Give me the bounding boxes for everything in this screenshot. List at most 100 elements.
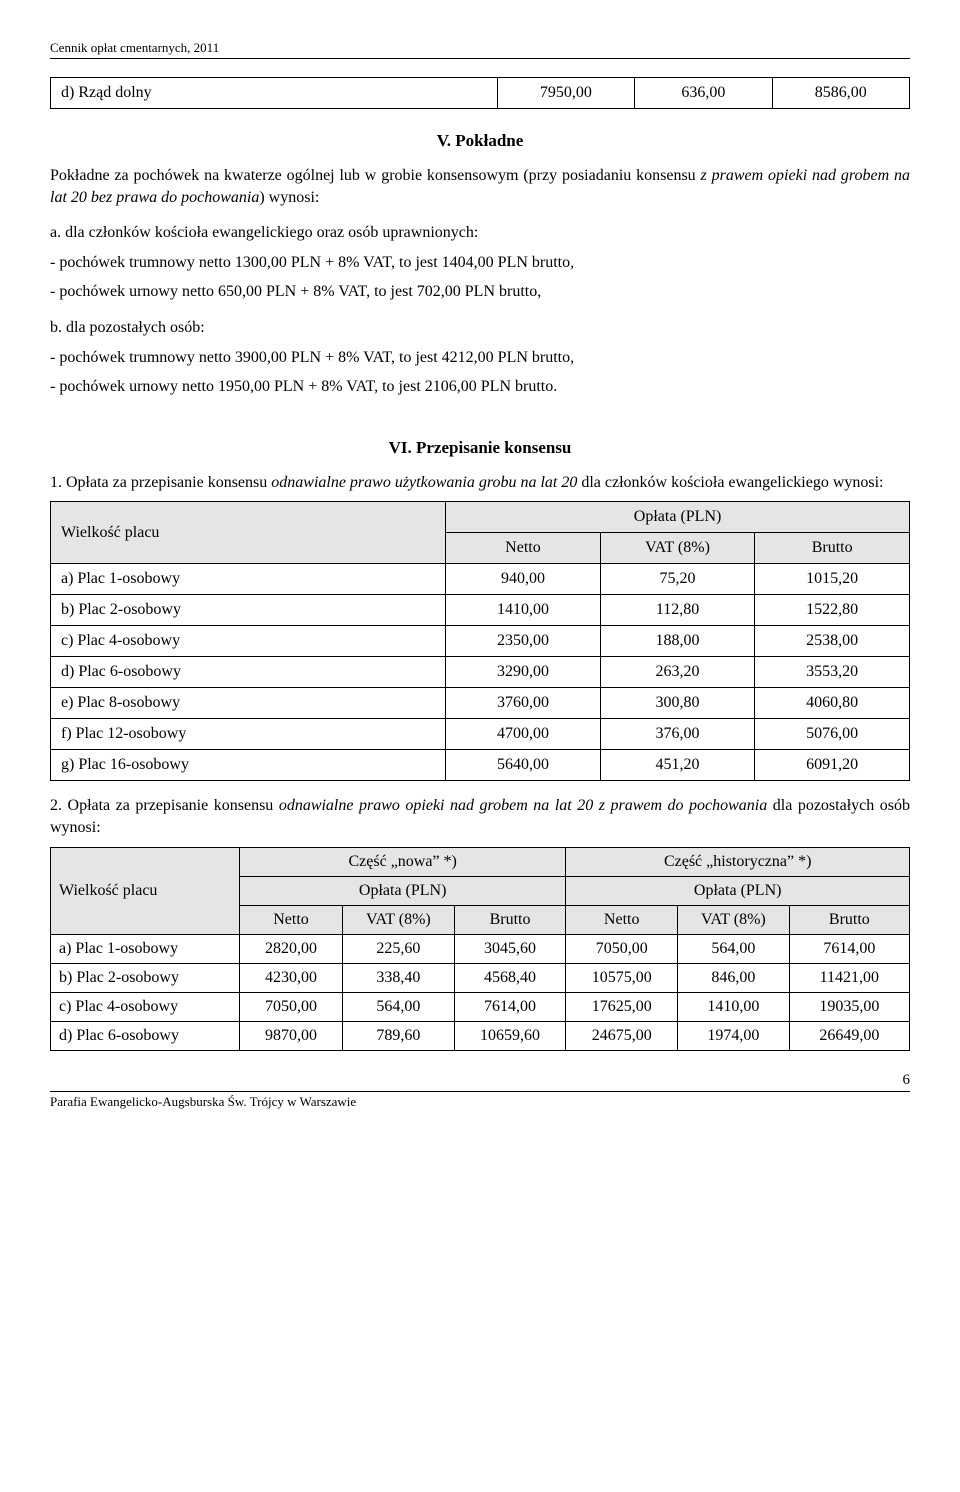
cell-value: 564,00 xyxy=(343,992,455,1021)
item-a-label: a. dla członków kościoła ewangelickiego … xyxy=(50,222,910,244)
table-row: a) Plac 1-osobowy2820,00225,603045,60705… xyxy=(51,934,910,963)
section-6-title: VI. Przepisanie konsensu xyxy=(50,438,910,458)
top-row-table: d) Rząd dolny 7950,00 636,00 8586,00 xyxy=(50,77,910,109)
table-row: d) Plac 6-osobowy9870,00789,6010659,6024… xyxy=(51,1021,910,1050)
section-5-title: V. Pokładne xyxy=(50,131,910,151)
text-italic: odnawialne prawo opieki nad grobem na la… xyxy=(279,797,767,814)
cell-value: 636,00 xyxy=(635,78,772,109)
cell-label: d) Rząd dolny xyxy=(51,78,498,109)
cell-value: 789,60 xyxy=(343,1021,455,1050)
cell-value: 1410,00 xyxy=(446,595,601,626)
cell-value: 7614,00 xyxy=(789,934,909,963)
cell-value: 4700,00 xyxy=(446,719,601,750)
col-header: Netto xyxy=(239,905,342,934)
col-header: Część „historyczna” *) xyxy=(566,847,910,876)
cell-value: 7950,00 xyxy=(497,78,634,109)
table-row: g) Plac 16-osobowy5640,00451,206091,20 xyxy=(51,750,910,781)
cell-value: 300,80 xyxy=(600,688,755,719)
col-header: Część „nowa” *) xyxy=(239,847,565,876)
col-header: Netto xyxy=(566,905,678,934)
cell-value: 112,80 xyxy=(600,595,755,626)
col-header: Netto xyxy=(446,533,601,564)
cell-value: 9870,00 xyxy=(239,1021,342,1050)
col-header: VAT (8%) xyxy=(678,905,790,934)
cell-label: g) Plac 16-osobowy xyxy=(51,750,446,781)
cell-value: 75,20 xyxy=(600,564,755,595)
col-header: Brutto xyxy=(454,905,566,934)
cell-value: 2820,00 xyxy=(239,934,342,963)
cell-value: 3553,20 xyxy=(755,657,910,688)
table-2: Wielkość placu Część „nowa” *) Część „hi… xyxy=(50,847,910,1051)
page-header: Cennik opłat cmentarnych, 2011 xyxy=(50,40,910,59)
col-header: Opłata (PLN) xyxy=(446,502,910,533)
section-5-intro: Pokładne za pochówek na kwaterze ogólnej… xyxy=(50,165,910,208)
cell-value: 2350,00 xyxy=(446,626,601,657)
col-header: Opłata (PLN) xyxy=(566,876,910,905)
cell-label: f) Plac 12-osobowy xyxy=(51,719,446,750)
cell-value: 4060,80 xyxy=(755,688,910,719)
cell-value: 564,00 xyxy=(678,934,790,963)
col-header: Opłata (PLN) xyxy=(239,876,565,905)
cell-label: a) Plac 1-osobowy xyxy=(51,564,446,595)
cell-value: 451,20 xyxy=(600,750,755,781)
cell-value: 11421,00 xyxy=(789,963,909,992)
col-header: Brutto xyxy=(789,905,909,934)
cell-label: b) Plac 2-osobowy xyxy=(51,595,446,626)
item-a-line1: - pochówek trumnowy netto 1300,00 PLN + … xyxy=(50,252,910,274)
text: Pokładne za pochówek na kwaterze ogólnej… xyxy=(50,167,701,184)
col-header: Brutto xyxy=(755,533,910,564)
col-header: Wielkość placu xyxy=(51,502,446,564)
cell-label: d) Plac 6-osobowy xyxy=(51,1021,240,1050)
table-row: d) Plac 6-osobowy3290,00263,203553,20 xyxy=(51,657,910,688)
item-b-line1: - pochówek trumnowy netto 3900,00 PLN + … xyxy=(50,347,910,369)
cell-value: 10659,60 xyxy=(454,1021,566,1050)
cell-value: 3290,00 xyxy=(446,657,601,688)
cell-value: 1522,80 xyxy=(755,595,910,626)
cell-value: 3045,60 xyxy=(454,934,566,963)
text-italic: odnawialne prawo użytkowania grobu na la… xyxy=(271,474,577,491)
cell-label: d) Plac 6-osobowy xyxy=(51,657,446,688)
table-row: c) Plac 4-osobowy7050,00564,007614,00176… xyxy=(51,992,910,1021)
cell-value: 7614,00 xyxy=(454,992,566,1021)
page-number: 6 xyxy=(903,1072,911,1089)
page-footer: 6 Parafia Ewangelicko-Augsburska Św. Tró… xyxy=(50,1091,910,1110)
section-6-p2: 2. Opłata za przepisanie konsensu odnawi… xyxy=(50,795,910,838)
table-row: b) Plac 2-osobowy1410,00112,801522,80 xyxy=(51,595,910,626)
table-row: b) Plac 2-osobowy4230,00338,404568,40105… xyxy=(51,963,910,992)
table-1: Wielkość placu Opłata (PLN) Netto VAT (8… xyxy=(50,501,910,781)
cell-label: b) Plac 2-osobowy xyxy=(51,963,240,992)
item-a-line2: - pochówek urnowy netto 650,00 PLN + 8% … xyxy=(50,281,910,303)
cell-value: 188,00 xyxy=(600,626,755,657)
table-header-row: Wielkość placu Część „nowa” *) Część „hi… xyxy=(51,847,910,876)
table-row: c) Plac 4-osobowy2350,00188,002538,00 xyxy=(51,626,910,657)
cell-value: 17625,00 xyxy=(566,992,678,1021)
cell-value: 8586,00 xyxy=(772,78,909,109)
cell-value: 2538,00 xyxy=(755,626,910,657)
item-b-line2: - pochówek urnowy netto 1950,00 PLN + 8%… xyxy=(50,376,910,398)
cell-label: e) Plac 8-osobowy xyxy=(51,688,446,719)
footer-text: Parafia Ewangelicko-Augsburska Św. Trójc… xyxy=(50,1094,356,1109)
cell-value: 4230,00 xyxy=(239,963,342,992)
table-row: d) Rząd dolny 7950,00 636,00 8586,00 xyxy=(51,78,910,109)
col-header: Wielkość placu xyxy=(51,847,240,934)
text: 1. Opłata za przepisanie konsensu xyxy=(50,474,271,491)
cell-value: 1015,20 xyxy=(755,564,910,595)
cell-value: 3760,00 xyxy=(446,688,601,719)
cell-value: 10575,00 xyxy=(566,963,678,992)
cell-value: 940,00 xyxy=(446,564,601,595)
item-b-label: b. dla pozostałych osób: xyxy=(50,317,910,339)
text: 2. Opłata za przepisanie konsensu xyxy=(50,797,279,814)
cell-label: c) Plac 4-osobowy xyxy=(51,626,446,657)
cell-value: 7050,00 xyxy=(566,934,678,963)
cell-value: 24675,00 xyxy=(566,1021,678,1050)
table-row: e) Plac 8-osobowy3760,00300,804060,80 xyxy=(51,688,910,719)
cell-value: 263,20 xyxy=(600,657,755,688)
cell-value: 26649,00 xyxy=(789,1021,909,1050)
table-row: f) Plac 12-osobowy4700,00376,005076,00 xyxy=(51,719,910,750)
text: dla członków kościoła ewangelickiego wyn… xyxy=(577,474,883,491)
text: ) wynosi: xyxy=(259,189,319,206)
cell-label: c) Plac 4-osobowy xyxy=(51,992,240,1021)
cell-value: 376,00 xyxy=(600,719,755,750)
table-header-row: Wielkość placu Opłata (PLN) xyxy=(51,502,910,533)
cell-value: 1410,00 xyxy=(678,992,790,1021)
